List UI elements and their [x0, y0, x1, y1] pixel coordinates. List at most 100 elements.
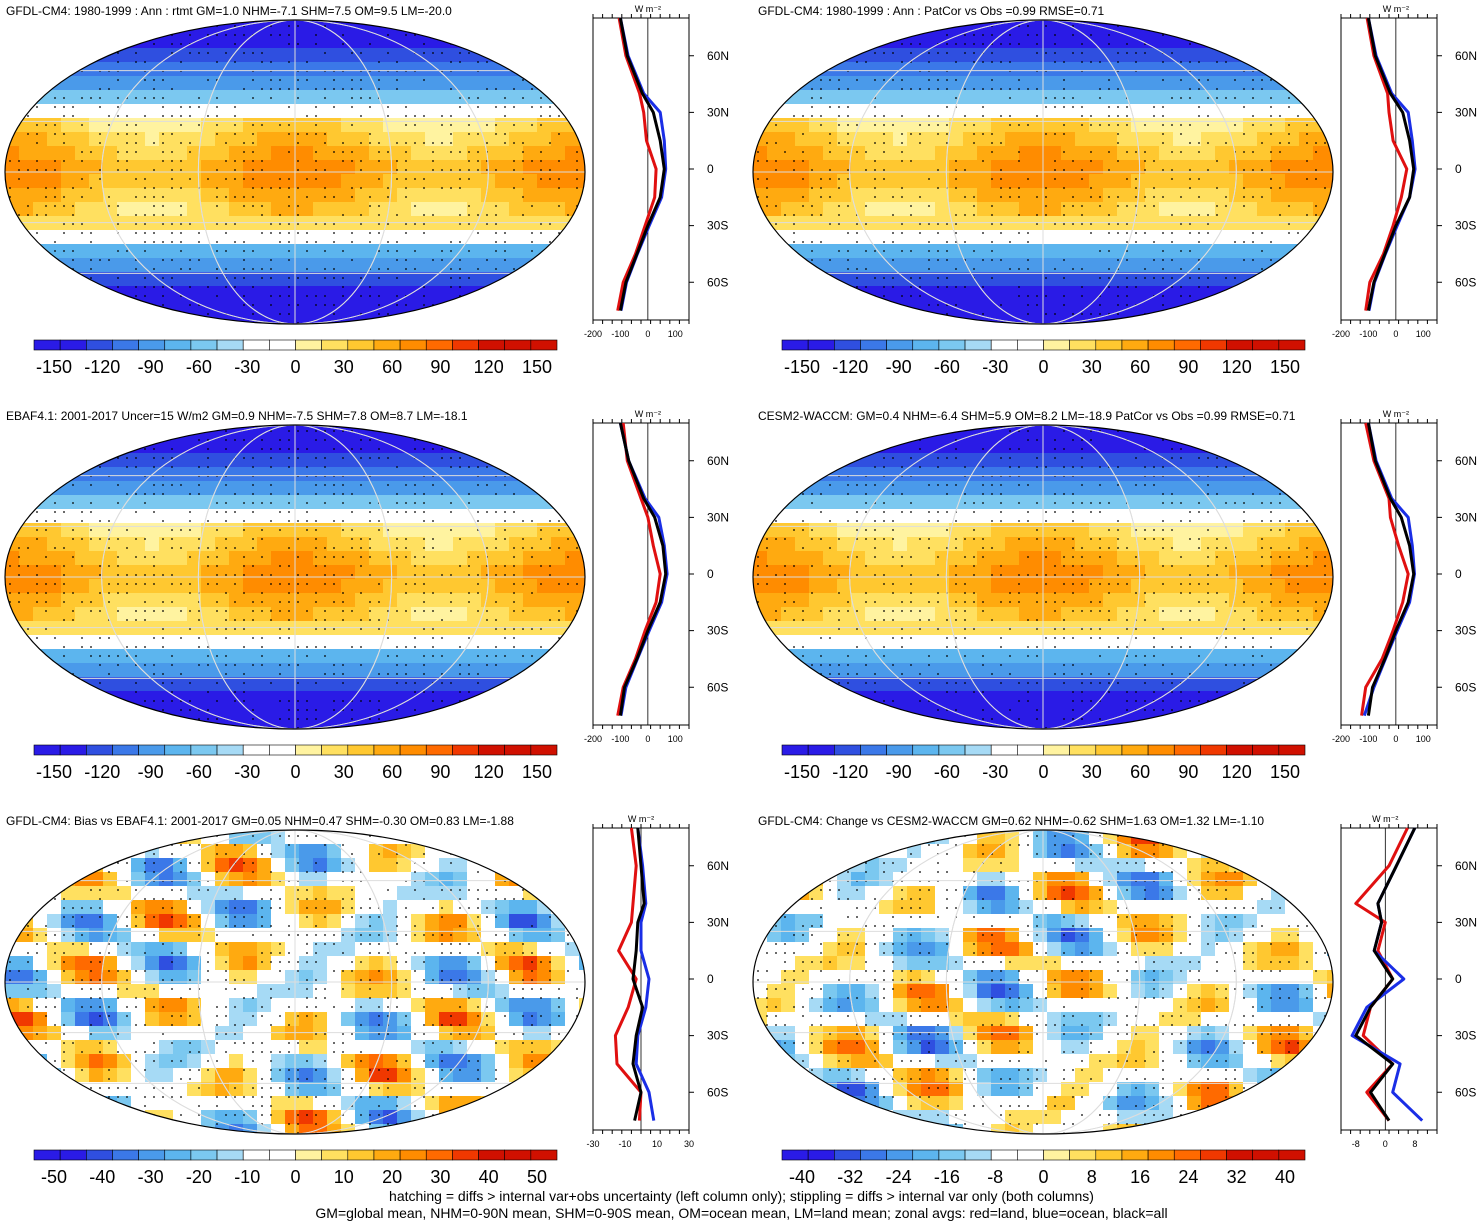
colorbar-tick-label: -30: [234, 762, 260, 782]
colorbar-tick-label: -60: [934, 357, 960, 377]
profile-x-tick-label: 0: [1393, 734, 1398, 744]
colorbar-tick-label: -120: [84, 762, 120, 782]
colorbar-tick-label: -150: [36, 762, 72, 782]
map-border: [4, 19, 586, 325]
colorbar: -150 -120 -90 -60 -30 0 30 60 90 120 150: [781, 744, 1306, 782]
colorbar: -150 -120 -90 -60 -30 0 30 60 90 120 150: [781, 339, 1306, 377]
colorbar-tick-label: -40: [789, 1167, 815, 1187]
profile-x-tick-label: -200: [584, 734, 602, 744]
profile-lat-label: 60N: [707, 49, 729, 63]
profile-x-tick-label: -200: [584, 329, 602, 339]
profile-all-line: [618, 17, 666, 311]
profile-all-line: [631, 827, 646, 1121]
colorbar-tick-label: -90: [886, 357, 912, 377]
profile-land-line: [1364, 17, 1409, 311]
profile-lat-label: 60N: [1455, 49, 1477, 63]
map-border: [752, 829, 1334, 1135]
profile-lat-label: 30N: [707, 915, 729, 929]
graticule: [5, 830, 585, 1134]
panel-title: GFDL-CM4: 1980-1999 : Ann : PatCor vs Ob…: [758, 4, 1105, 18]
colorbar-tick-label: 0: [1038, 357, 1048, 377]
profile-land-line: [616, 422, 662, 716]
map-field: [5, 830, 585, 1134]
profile-land-line: [613, 827, 643, 1121]
colorbar-tick-label: -150: [36, 357, 72, 377]
colorbar-tick-label: 90: [430, 762, 450, 782]
colorbar-tick-label: -40: [89, 1167, 115, 1187]
profile-unit-label: W m⁻²: [635, 409, 661, 419]
profile-all-line: [618, 422, 668, 716]
colorbar-tick-label: 24: [1178, 1167, 1198, 1187]
colorbar-tick-label: 30: [1082, 762, 1102, 782]
colorbar-tick-label: -30: [138, 1167, 164, 1187]
colorbar: -150 -120 -90 -60 -30 0 30 60 90 120 150: [33, 339, 558, 377]
colorbar-tick-label: -30: [234, 357, 260, 377]
profile-x-tick-label: -200: [1332, 734, 1350, 744]
colorbar-tick-label: 30: [1082, 357, 1102, 377]
profile-lat-label: 30N: [1455, 510, 1477, 524]
profile-lat-label: 30N: [707, 105, 729, 119]
profile-x-tick-label: -8: [1352, 1139, 1360, 1149]
colorbar-tick-label: -120: [832, 357, 868, 377]
colorbar-tick-label: -32: [837, 1167, 863, 1187]
panel-title: GFDL-CM4: 1980-1999 : Ann : rtmt GM=1.0 …: [6, 4, 452, 18]
profile-x-tick-label: -100: [611, 329, 629, 339]
zonal-profile: W m⁻² -200 -100 0 100 60N 30N 0 30S 60S: [584, 4, 729, 339]
colorbar-tick-label: -30: [982, 357, 1008, 377]
profile-lat-label: 0: [1455, 567, 1462, 581]
colorbar-tick-label: 60: [1130, 357, 1150, 377]
colorbar-tick-label: -8: [987, 1167, 1003, 1187]
profile-lat-label: 60S: [707, 1085, 728, 1099]
colorbar-tick-label: -60: [186, 357, 212, 377]
profile-lat-label: 30S: [707, 219, 728, 233]
profile-x-tick-label: 8: [1412, 1139, 1417, 1149]
profile-unit-label: W m⁻²: [635, 4, 661, 14]
colorbar-tick-label: 40: [1275, 1167, 1295, 1187]
panel-2: GFDL-CM4: 1980-1999 : Ann : PatCor vs Ob…: [748, 0, 1483, 380]
colorbar-tick-label: -60: [186, 762, 212, 782]
colorbar-tick-label: 40: [479, 1167, 499, 1187]
colorbar-tick-label: 90: [430, 357, 450, 377]
profile-x-tick-label: -10: [618, 1139, 631, 1149]
colorbar-tick-label: 120: [1222, 762, 1252, 782]
zonal-profile: W m⁻² -200 -100 0 100 60N 30N 0 30S 60S: [1332, 4, 1477, 339]
profile-all-line: [1366, 17, 1416, 311]
colorbar-tick-label: 30: [334, 762, 354, 782]
colorbar-tick-label: 120: [1222, 357, 1252, 377]
profile-x-tick-label: 0: [645, 329, 650, 339]
profile-land-line: [1360, 422, 1410, 716]
colorbar-tick-label: 150: [1270, 357, 1300, 377]
panel-title: GFDL-CM4: Change vs CESM2-WACCM GM=0.62 …: [758, 814, 1265, 828]
map-field: [753, 20, 1333, 324]
colorbar-tick-label: 60: [382, 762, 402, 782]
profile-lat-label: 30S: [707, 624, 728, 638]
profile-x-tick-label: 30: [684, 1139, 694, 1149]
profile-lat-label: 0: [707, 972, 714, 986]
colorbar-tick-label: -60: [934, 762, 960, 782]
profile-lat-label: 60S: [1455, 275, 1476, 289]
colorbar-tick-label: 0: [290, 1167, 300, 1187]
panel-5: GFDL-CM4: Bias vs EBAF4.1: 2001-2017 GM=…: [0, 810, 735, 1190]
graticule: [5, 425, 585, 729]
profile-all-line: [1354, 827, 1417, 1122]
profile-x-tick-label: -30: [586, 1139, 599, 1149]
profile-lat-label: 30S: [707, 1029, 728, 1043]
colorbar-tick-label: -150: [784, 357, 820, 377]
profile-lat-label: 0: [1455, 162, 1462, 176]
colorbar-tick-label: 90: [1178, 762, 1198, 782]
colorbar-tick-label: -120: [832, 762, 868, 782]
footer-line-2: GM=global mean, NHM=0-90N mean, SHM=0-90…: [315, 1205, 1168, 1221]
map-border: [752, 424, 1334, 730]
colorbar-tick-label: -150: [784, 762, 820, 782]
colorbar-tick-label: 120: [474, 762, 504, 782]
profile-lat-label: 60S: [1455, 1085, 1476, 1099]
panel-figure: -50 -40 -30 -20 -10 0 10 20 30 40 50 W m⁻² -30 -10 10 3…: [4, 814, 729, 1187]
colorbar-tick-label: 0: [290, 357, 300, 377]
profile-lat-label: 30S: [1455, 219, 1476, 233]
colorbar-tick-label: -30: [982, 762, 1008, 782]
profile-lat-label: 0: [707, 162, 714, 176]
colorbar-tick-label: 0: [1038, 1167, 1048, 1187]
